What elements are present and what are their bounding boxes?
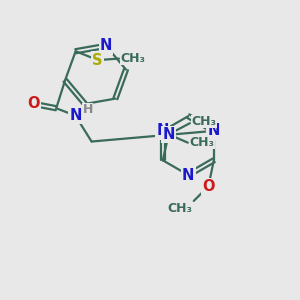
Text: H: H bbox=[82, 103, 93, 116]
Text: CH₃: CH₃ bbox=[192, 115, 217, 128]
Text: N: N bbox=[182, 167, 194, 182]
Text: O: O bbox=[202, 179, 215, 194]
Text: N: N bbox=[157, 123, 169, 138]
Text: N: N bbox=[208, 123, 220, 138]
Text: N: N bbox=[69, 108, 82, 123]
Text: CH₃: CH₃ bbox=[120, 52, 146, 65]
Text: CH₃: CH₃ bbox=[190, 136, 214, 149]
Text: O: O bbox=[27, 96, 40, 111]
Text: N: N bbox=[100, 38, 112, 53]
Text: N: N bbox=[163, 127, 175, 142]
Text: CH₃: CH₃ bbox=[167, 202, 192, 215]
Text: S: S bbox=[92, 52, 103, 68]
